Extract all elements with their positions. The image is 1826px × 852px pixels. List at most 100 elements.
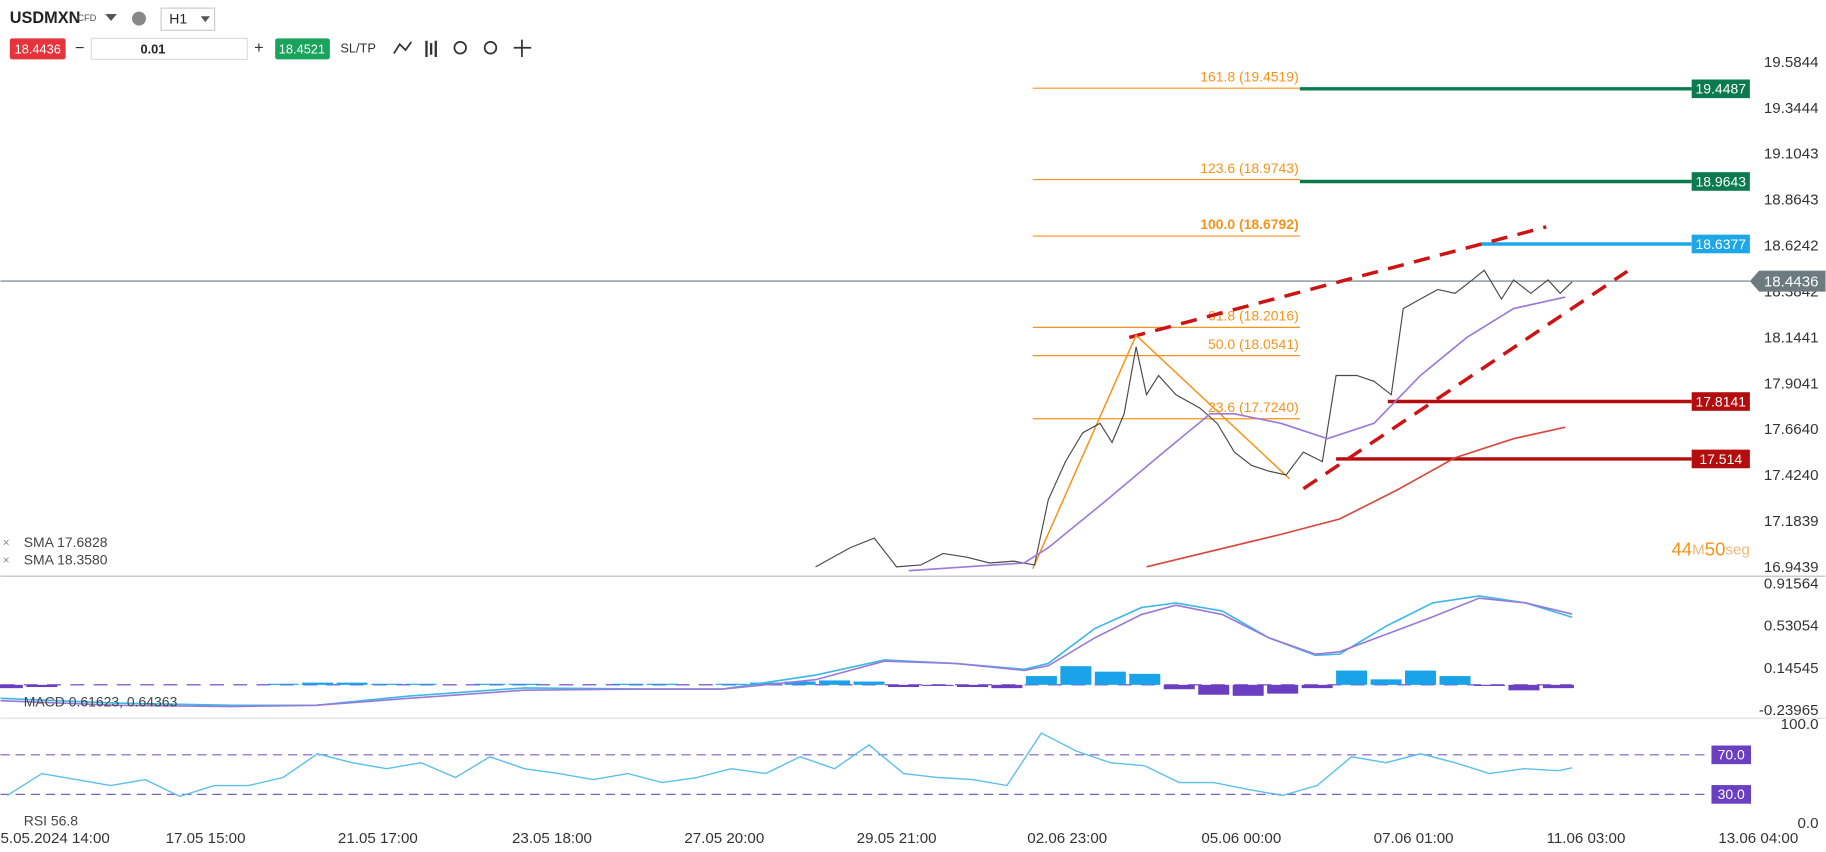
legend-entry: SMA 17.6828 <box>24 534 108 550</box>
countdown-part: M <box>1692 542 1705 559</box>
y-tick-label: 18.1441 <box>1764 329 1819 346</box>
y-tick-label: 18.6242 <box>1764 238 1819 255</box>
zoom-out[interactable] <box>453 41 467 55</box>
x-tick-label: 23.05 18:00 <box>512 830 592 847</box>
histogram-bar <box>1267 684 1299 694</box>
histogram-bar <box>1336 670 1368 685</box>
fib-label: 123.6 (18.9743) <box>1200 160 1299 176</box>
histogram-bar <box>1405 670 1437 685</box>
price-level-label: 18.6377 <box>1696 236 1747 252</box>
price-level-tag <box>1691 172 1750 191</box>
histogram-bar <box>1129 673 1161 685</box>
candle-icon[interactable] <box>425 40 437 58</box>
dropdown[interactable] <box>105 13 117 21</box>
trend-line <box>1302 269 1629 491</box>
histogram-bar <box>1198 684 1230 695</box>
series-line <box>815 269 1573 568</box>
histogram-bar <box>371 683 403 685</box>
zigzag <box>1032 334 1291 570</box>
rsi-band-label: 30.0 <box>1718 786 1745 802</box>
buy-price[interactable]: 18.4521 <box>279 41 325 56</box>
legend-icon: × <box>3 537 10 550</box>
histogram-bar <box>1094 671 1126 685</box>
indicator-label: MACD 0.61623, 0.64363 <box>24 694 178 710</box>
x-tick-label: 21.05 17:00 <box>338 830 418 847</box>
histogram-bar <box>715 683 747 685</box>
fib-label: 100.0 (18.6792) <box>1200 216 1299 232</box>
histogram-bar <box>0 684 23 689</box>
histogram-bar <box>302 682 334 685</box>
histogram-bar <box>991 684 1023 689</box>
fib-label: 50.0 (18.0541) <box>1208 336 1299 352</box>
histogram-bar <box>1473 684 1505 686</box>
series-line <box>908 296 1566 572</box>
series-line <box>6 732 1573 798</box>
x-tick-label: 05.06 00:00 <box>1201 830 1281 847</box>
minus[interactable]: − <box>75 39 85 57</box>
series-line <box>0 597 1573 708</box>
price-level-tag <box>1691 79 1750 99</box>
x-tick-label: 5.05.2024 14:00 <box>0 830 109 847</box>
histogram-bar <box>1508 684 1540 691</box>
series-line <box>1146 426 1566 568</box>
histogram-bar <box>1542 684 1574 689</box>
dropdown[interactable] <box>200 16 210 23</box>
info-icon[interactable] <box>132 11 146 26</box>
histogram-bar <box>1370 679 1402 685</box>
move-icon[interactable] <box>513 39 532 58</box>
timeframe-box[interactable] <box>160 7 216 31</box>
price-level-tag <box>1691 449 1750 469</box>
sell-price[interactable]: 18.4436 <box>15 41 61 56</box>
y-tick-label: 0.0 <box>1798 815 1819 832</box>
countdown-part: 50 <box>1705 538 1726 559</box>
sltp[interactable]: SL/TP <box>340 40 376 55</box>
y-tick-label: 19.3444 <box>1764 100 1819 117</box>
x-tick-label: 07.06 01:00 <box>1374 830 1454 847</box>
volume[interactable]: 0.01 <box>140 41 165 56</box>
sell-button[interactable] <box>9 38 66 60</box>
price-level-label: 17.8141 <box>1696 393 1747 409</box>
y-tick-label: 19.1043 <box>1764 146 1819 163</box>
histogram-bar <box>1439 676 1471 685</box>
buy-button[interactable] <box>275 38 330 60</box>
histogram-bar <box>922 684 954 686</box>
volume-input[interactable] <box>90 37 248 60</box>
histogram-bar <box>1060 666 1092 685</box>
histogram-bar <box>1301 684 1333 689</box>
timeframe[interactable]: H1 <box>169 10 187 26</box>
price-level-label: 18.9643 <box>1696 173 1747 189</box>
x-tick-label: 29.05 21:00 <box>857 830 937 847</box>
histogram-bar <box>26 684 58 688</box>
fib-label: 161.8 (19.4519) <box>1200 68 1299 84</box>
x-tick-label: 13.06 04:00 <box>1718 830 1798 847</box>
histogram-bar <box>508 683 540 685</box>
symbol[interactable]: USDMXN <box>10 9 81 27</box>
histogram-bar <box>646 683 678 685</box>
y-tick-label: 100.0 <box>1781 716 1819 733</box>
trend-line <box>1128 225 1547 340</box>
y-tick-label: 17.9041 <box>1764 375 1819 392</box>
badge: CFD <box>77 13 96 23</box>
price-level-tag <box>1691 234 1750 254</box>
histogram-bar <box>612 683 644 685</box>
x-tick-label: 02.06 23:00 <box>1027 830 1107 847</box>
y-tick-label: 19.5844 <box>1764 54 1819 71</box>
price-level-label: 19.4487 <box>1696 81 1747 97</box>
y-tick-label: 17.6640 <box>1764 421 1819 438</box>
fib-label: 61.8 (18.2016) <box>1208 308 1299 324</box>
countdown-part: seg <box>1725 542 1749 559</box>
indicator-label: RSI 56.8 <box>24 812 79 828</box>
rsi-band-tag <box>1711 785 1752 804</box>
y-tick-label: 0.14545 <box>1764 660 1819 677</box>
rsi-band-tag <box>1711 745 1752 765</box>
series-line <box>0 595 1573 707</box>
zoom-in[interactable] <box>483 41 498 55</box>
countdown: 44M50seg <box>1671 538 1749 559</box>
fib-label: 23.6 (17.7240) <box>1208 399 1299 415</box>
y-tick-label: -0.23965 <box>1759 702 1819 719</box>
plus[interactable]: + <box>254 39 264 57</box>
line-icon[interactable] <box>393 41 413 55</box>
histogram-bar <box>819 680 851 685</box>
histogram-bar <box>474 683 506 685</box>
